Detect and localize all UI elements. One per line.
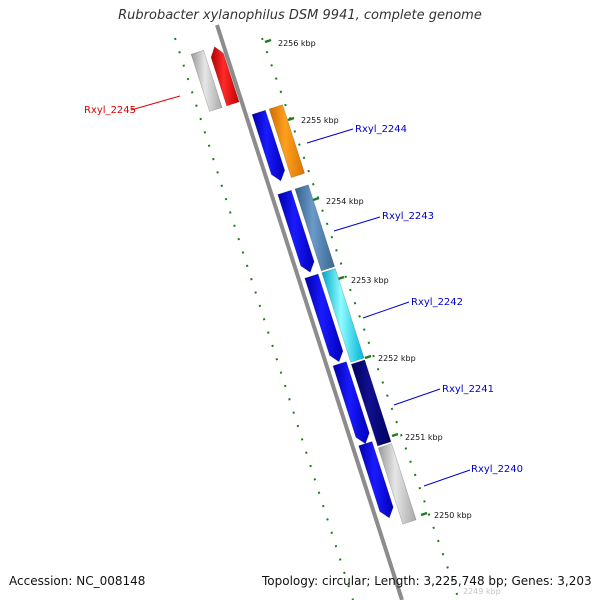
tick-label: 2253 kbp bbox=[351, 276, 389, 285]
tick-label: 2250 kbp bbox=[434, 511, 472, 520]
gene-feature-red[interactable] bbox=[210, 46, 240, 107]
tick-guides bbox=[174, 37, 460, 600]
gene-feature-navy[interactable] bbox=[350, 359, 392, 447]
tick-guide-line bbox=[261, 37, 460, 600]
gene-leader-line bbox=[333, 216, 381, 232]
gene-feature-blue[interactable] bbox=[332, 361, 370, 445]
gene-leader-line bbox=[393, 388, 441, 406]
gene-feature-cyan[interactable] bbox=[321, 268, 365, 363]
major-tick bbox=[391, 432, 399, 438]
tick-label: 2252 kbp bbox=[378, 354, 416, 363]
gene-label[interactable]: Rxyl_2242 bbox=[411, 297, 463, 308]
major-tick bbox=[264, 38, 272, 44]
tick-label: 2256 kbp bbox=[278, 39, 316, 48]
gene-feature-blue[interactable] bbox=[277, 189, 315, 273]
map-title: Rubrobacter xylanophilus DSM 9941, compl… bbox=[118, 8, 482, 23]
major-tick bbox=[420, 511, 428, 517]
gene-leader-line bbox=[306, 128, 354, 144]
major-tick bbox=[364, 354, 372, 360]
gene-label[interactable]: Rxyl_2243 bbox=[382, 211, 434, 222]
gene-feature-grey[interactable] bbox=[190, 49, 223, 112]
major-tick bbox=[337, 275, 345, 281]
accession-text: Accession: NC_008148 bbox=[9, 574, 146, 588]
gene-label[interactable]: Rxyl_2240 bbox=[471, 464, 523, 475]
gene-leader-line bbox=[362, 301, 410, 319]
tick-label: 2254 kbp bbox=[326, 197, 364, 206]
gene-feature-steelblue[interactable] bbox=[294, 184, 335, 272]
genome-backbone bbox=[215, 24, 404, 600]
tick-guide-line bbox=[174, 37, 354, 600]
gene-feature-orange[interactable] bbox=[268, 104, 305, 178]
gene-feature-blue[interactable] bbox=[358, 441, 394, 519]
tick-labels: 2256 kbp 2255 kbp 2254 kbp 2253 kbp 2252… bbox=[278, 39, 501, 596]
tick-label: 2255 kbp bbox=[301, 116, 339, 125]
major-tick bbox=[287, 116, 295, 122]
gene-label[interactable]: Rxyl_2244 bbox=[355, 124, 407, 135]
gene-feature-grey[interactable] bbox=[377, 443, 417, 525]
feature-track bbox=[190, 46, 417, 525]
gene-feature-blue[interactable] bbox=[251, 109, 286, 182]
gene-leader-line bbox=[130, 95, 181, 111]
major-tick bbox=[312, 196, 320, 202]
gene-feature-blue[interactable] bbox=[304, 273, 344, 363]
gene-label[interactable]: Rxyl_2245 bbox=[84, 105, 136, 116]
gene-labels: Rxyl_2245 Rxyl_2244 Rxyl_2243 Rxyl_2242 … bbox=[84, 95, 523, 487]
genome-summary-text: Topology: circular; Length: 3,225,748 bp… bbox=[262, 574, 592, 588]
gene-label[interactable]: Rxyl_2241 bbox=[442, 384, 494, 395]
gene-leader-line bbox=[423, 469, 471, 487]
tick-label: 2251 kbp bbox=[405, 433, 443, 442]
tick-label: 2249 kbp bbox=[463, 587, 501, 596]
